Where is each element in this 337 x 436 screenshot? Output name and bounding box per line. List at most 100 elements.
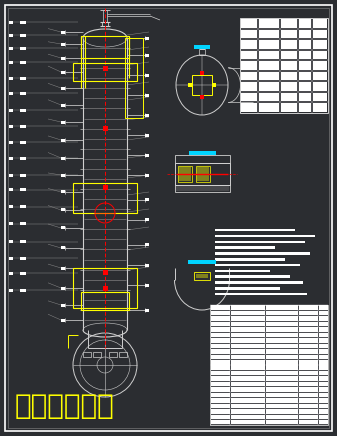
- Bar: [20, 289, 26, 292]
- Bar: [231, 409, 265, 414]
- Bar: [318, 371, 328, 375]
- Bar: [61, 191, 65, 194]
- Bar: [313, 82, 327, 91]
- Bar: [194, 272, 210, 280]
- Bar: [281, 40, 297, 49]
- Bar: [200, 71, 204, 75]
- Bar: [102, 269, 108, 275]
- Bar: [231, 371, 265, 375]
- Bar: [318, 349, 328, 354]
- Bar: [211, 415, 229, 419]
- Bar: [231, 415, 265, 419]
- Bar: [192, 75, 212, 95]
- Bar: [241, 51, 257, 59]
- Bar: [145, 133, 149, 136]
- Bar: [299, 360, 317, 364]
- Bar: [259, 40, 279, 49]
- Bar: [175, 155, 230, 163]
- Bar: [259, 30, 279, 38]
- Bar: [299, 82, 311, 91]
- Bar: [281, 72, 297, 80]
- Bar: [9, 256, 13, 259]
- Bar: [81, 36, 129, 58]
- Bar: [266, 420, 298, 425]
- Bar: [299, 333, 317, 337]
- Bar: [241, 30, 257, 38]
- Bar: [211, 382, 229, 386]
- Bar: [299, 40, 311, 49]
- Bar: [318, 354, 328, 359]
- Bar: [211, 409, 229, 414]
- Bar: [145, 113, 149, 116]
- Bar: [175, 163, 230, 185]
- Bar: [145, 54, 149, 57]
- Bar: [281, 61, 297, 70]
- Bar: [9, 92, 13, 95]
- Bar: [299, 393, 317, 397]
- Bar: [211, 398, 229, 403]
- Bar: [20, 61, 26, 64]
- Bar: [20, 188, 26, 191]
- Bar: [231, 382, 265, 386]
- Bar: [73, 268, 137, 308]
- Bar: [20, 174, 26, 177]
- Bar: [61, 120, 65, 123]
- Bar: [210, 305, 328, 425]
- Bar: [318, 415, 328, 419]
- Bar: [215, 246, 275, 249]
- Bar: [266, 306, 298, 310]
- Bar: [318, 306, 328, 310]
- Bar: [175, 185, 230, 192]
- Bar: [318, 311, 328, 315]
- Bar: [61, 157, 65, 160]
- Bar: [318, 382, 328, 386]
- Bar: [318, 327, 328, 332]
- Text: 精馏塔装配图: 精馏塔装配图: [15, 392, 115, 420]
- Bar: [211, 322, 229, 326]
- Bar: [299, 420, 317, 425]
- Bar: [9, 174, 13, 177]
- Bar: [231, 404, 265, 408]
- Bar: [313, 93, 327, 102]
- Bar: [145, 309, 149, 311]
- Bar: [211, 354, 229, 359]
- Bar: [145, 198, 149, 201]
- Bar: [266, 333, 298, 337]
- Bar: [281, 19, 297, 27]
- Bar: [61, 174, 65, 177]
- Bar: [299, 344, 317, 348]
- Bar: [93, 352, 101, 357]
- Bar: [299, 30, 311, 38]
- Bar: [9, 241, 13, 243]
- Bar: [299, 354, 317, 359]
- Bar: [20, 76, 26, 79]
- Bar: [299, 415, 317, 419]
- Bar: [211, 344, 229, 348]
- Bar: [231, 317, 265, 321]
- Bar: [61, 103, 65, 106]
- Bar: [266, 415, 298, 419]
- Bar: [266, 382, 298, 386]
- Bar: [178, 166, 192, 182]
- Bar: [81, 36, 129, 58]
- Bar: [211, 317, 229, 321]
- Bar: [259, 72, 279, 80]
- Bar: [299, 365, 317, 370]
- Bar: [266, 317, 298, 321]
- Bar: [215, 264, 300, 266]
- Bar: [240, 18, 328, 113]
- Bar: [61, 31, 65, 34]
- Bar: [231, 376, 265, 381]
- Bar: [299, 382, 317, 386]
- Bar: [9, 125, 13, 127]
- Bar: [200, 95, 204, 99]
- Bar: [299, 61, 311, 70]
- Bar: [61, 86, 65, 89]
- Bar: [61, 71, 65, 74]
- Bar: [211, 306, 229, 310]
- Bar: [20, 20, 26, 24]
- Bar: [231, 354, 265, 359]
- Bar: [281, 93, 297, 102]
- Bar: [318, 317, 328, 321]
- Bar: [197, 167, 209, 181]
